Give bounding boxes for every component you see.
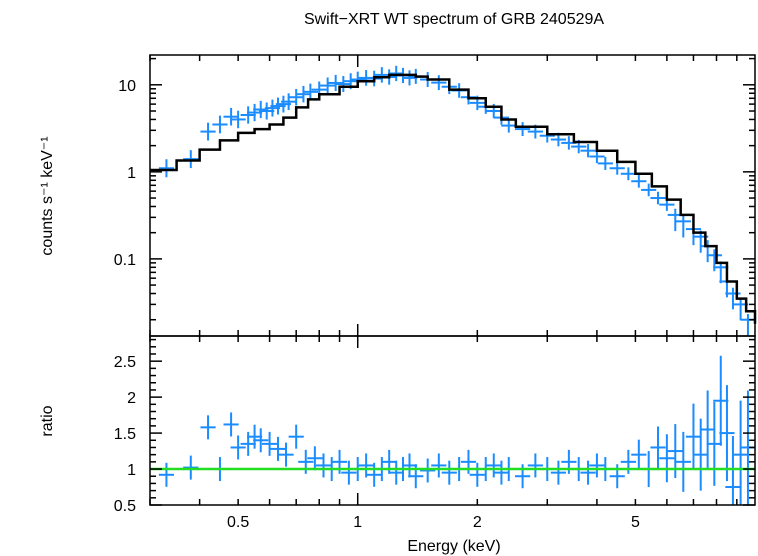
y-tick-label: 0.1 [114, 252, 136, 269]
spectrum-panel: 0.1 1 10 [114, 54, 757, 337]
top-axis-ticks: 0.1 1 10 [114, 55, 755, 336]
y-axis-label-bottom: ratio [39, 405, 56, 436]
model-line [150, 73, 757, 324]
y-tick-label: 10 [118, 78, 136, 95]
y-tick-label: 2 [127, 390, 136, 407]
ratio-panel: 0.5 1 2 5 0.5 1 1.5 2 2.5 [114, 335, 756, 531]
y-axis-label-top: counts s⁻¹ keV⁻¹ [39, 136, 56, 255]
x-tick-label: 0.5 [227, 514, 249, 531]
x-tick-label: 5 [631, 514, 640, 531]
x-tick-label: 1 [353, 514, 362, 531]
top-panel-frame [149, 54, 756, 337]
y-tick-label: 1 [127, 165, 136, 182]
top-data-layer [150, 65, 757, 336]
y-tick-label: 0.5 [114, 498, 136, 515]
bottom-axis-ticks: 0.5 1 2 5 0.5 1 1.5 2 2.5 [114, 336, 755, 531]
y-tick-label: 1.5 [114, 426, 136, 443]
bottom-panel-frame [149, 335, 756, 506]
x-axis-label: Energy (keV) [407, 538, 500, 555]
bottom-data-layer [150, 355, 756, 505]
y-tick-label: 2.5 [114, 354, 136, 371]
chart-title: Swift−XRT WT spectrum of GRB 240529A [304, 11, 604, 28]
y-tick-label: 1 [127, 462, 136, 479]
x-tick-label: 2 [473, 514, 482, 531]
